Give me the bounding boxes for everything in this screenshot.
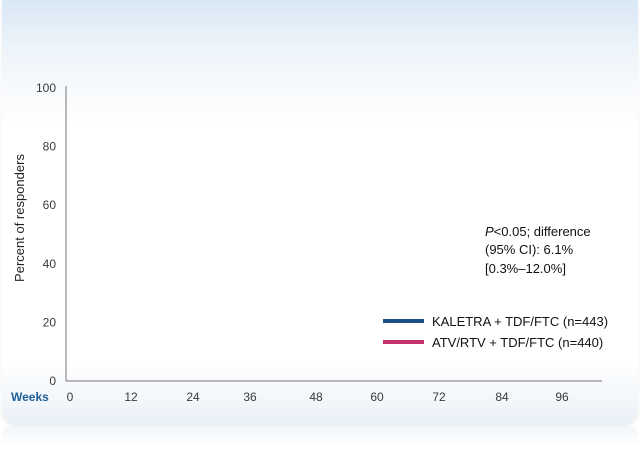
chart-panel-background — [2, 0, 638, 425]
legend-label: KALETRA + TDF/FTC (n=443) — [432, 314, 608, 329]
x-tick-label: 72 — [432, 390, 446, 404]
chart-footer-band — [2, 426, 638, 448]
annotation-line-2: (95% CI): 6.1% — [485, 242, 574, 257]
legend-label: ATV/RTV + TDF/FTC (n=440) — [432, 335, 603, 350]
annotation-italic: P — [485, 224, 494, 239]
x-tick-label: 36 — [243, 390, 257, 404]
annotation-line-3: [0.3%–12.0%] — [485, 261, 566, 276]
x-tick-label: 24 — [186, 390, 200, 404]
legend: KALETRA + TDF/FTC (n=443) ATV/RTV + TDF/F… — [383, 314, 608, 350]
y-tick-label: 0 — [49, 374, 56, 388]
y-tick-label: 60 — [43, 198, 57, 212]
y-tick-label: 20 — [43, 315, 57, 329]
x-tick-label: 84 — [495, 390, 509, 404]
y-axis-title: Percent of responders — [12, 154, 27, 282]
x-axis-title: Weeks — [11, 390, 49, 404]
x-tick-label: 60 — [370, 390, 384, 404]
x-tick-label: 0 — [67, 390, 74, 404]
x-tick-label: 48 — [309, 390, 323, 404]
x-axis-ticks: 0 12 24 36 48 60 72 84 96 — [67, 390, 569, 404]
y-tick-label: 40 — [43, 257, 57, 271]
x-tick-label: 96 — [555, 390, 569, 404]
y-axis-ticks: 0 20 40 60 80 100 — [36, 81, 56, 388]
x-tick-label: 12 — [124, 390, 138, 404]
y-tick-label: 80 — [43, 140, 57, 154]
annotation-line-1: P<0.05; difference — [485, 224, 591, 239]
y-tick-label: 100 — [36, 81, 56, 95]
annotation-line-1-rest: <0.05; difference — [494, 224, 591, 239]
